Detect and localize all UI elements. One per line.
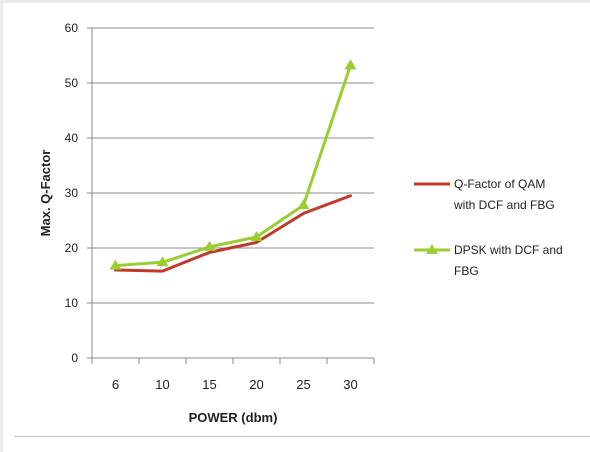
series-2-point-10 (156, 256, 169, 267)
y-tick-label-10: 10 (65, 296, 79, 310)
series-lines (109, 59, 357, 273)
x-tick-label-15: 15 (202, 377, 216, 392)
frame-edge-bottom (14, 436, 590, 437)
legend-label-1-line-2: with DCF and FBG (453, 198, 555, 212)
x-tick-label-25: 25 (296, 377, 310, 392)
frame-edge-left (0, 0, 3, 452)
series-2-point-20 (250, 231, 263, 241)
y-tick-label-0: 0 (71, 351, 78, 365)
legend: Q-Factor of QAM with DCF and FBG DPSK with… (414, 177, 563, 278)
x-tick-label-20: 20 (249, 377, 263, 392)
x-axis-label: POWER (dbm) (189, 410, 278, 425)
axes: 0 10 20 30 40 50 60 6 10 15 20 25 30 (65, 21, 375, 392)
series-line-1 (114, 194, 352, 273)
legend-label-2-line-1: DPSK with DCF and (454, 243, 563, 257)
frame-edge-top (0, 0, 590, 3)
legend-label-1-line-1: Q-Factor of QAM (454, 177, 545, 191)
x-tick-label-30: 30 (343, 377, 357, 392)
y-axis-label: Max. Q-Factor (38, 150, 53, 237)
series-2-point-30 (344, 59, 357, 70)
y-tick-label-50: 50 (65, 76, 79, 90)
axis-labels: Max. Q-Factor POWER (dbm) (38, 150, 277, 425)
series-2-point-6 (109, 259, 122, 270)
series-2-point-15 (203, 240, 216, 251)
y-tick-label-30: 30 (65, 186, 79, 200)
legend-label-2-line-2: FBG (454, 264, 479, 278)
x-tick-label-10: 10 (155, 377, 169, 392)
y-tick-label-20: 20 (65, 241, 79, 255)
x-tick-label-6: 6 (112, 377, 119, 392)
grid-lines (92, 27, 374, 304)
y-tick-label-60: 60 (65, 21, 79, 35)
series-2-point-25 (297, 199, 310, 210)
y-tick-label-40: 40 (65, 131, 79, 145)
legend-marker-2 (426, 244, 438, 254)
series-line-2 (114, 63, 352, 268)
